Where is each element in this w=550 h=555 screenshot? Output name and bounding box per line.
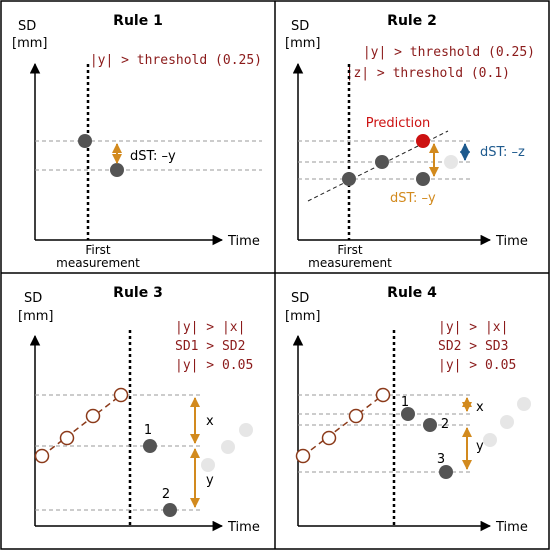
faded-point — [444, 155, 458, 169]
y-annotation: y — [206, 473, 214, 488]
condition-2: |z| > threshold (0.1) — [346, 66, 510, 81]
event-label-line1: First — [85, 243, 111, 257]
condition-2: SD1 > SD2 — [175, 339, 245, 354]
faded-point — [201, 458, 215, 472]
dst-z-annotation: dST: –z — [480, 145, 525, 160]
point-label-1: 1 — [401, 395, 409, 410]
condition-1: |y| > threshold (0.25) — [90, 53, 262, 68]
measurement-point-2 — [163, 503, 177, 517]
prediction-point — [416, 134, 430, 148]
panel-title: Rule 2 — [387, 13, 437, 29]
history-point — [321, 430, 337, 446]
panel-title: Rule 4 — [387, 285, 437, 301]
x-axis-label: Time — [227, 520, 260, 535]
x-axis-label: Time — [495, 520, 528, 535]
event-label-line1: First — [337, 243, 363, 257]
panel-rule-2: Rule 2 SD [mm] Time |y| > threshold (0.2… — [285, 13, 535, 270]
faded-point — [500, 415, 514, 429]
prediction-label: Prediction — [366, 116, 431, 131]
history-point — [85, 408, 101, 424]
x-axis-label: Time — [495, 234, 528, 249]
dst-annotation: dST: –y — [130, 149, 176, 164]
panel-title: Rule 1 — [113, 13, 163, 29]
measurement-point-2 — [423, 418, 437, 432]
x-annotation: x — [476, 400, 484, 415]
history-point — [113, 387, 129, 403]
y-axis-label-line2: [mm] — [18, 309, 53, 324]
event-label-line2: measurement — [56, 256, 140, 270]
panel-title: Rule 3 — [113, 285, 163, 301]
history-point — [375, 387, 391, 403]
point-label-2: 2 — [162, 487, 170, 502]
point-label-3: 3 — [437, 452, 445, 467]
y-axis-label-line2: [mm] — [285, 309, 320, 324]
y-annotation: y — [476, 439, 484, 454]
history-point — [348, 408, 364, 424]
panel-rule-3: Rule 3 SD [mm] Time |y| > |x| SD1 > SD2 … — [18, 285, 260, 535]
history-point — [34, 448, 50, 464]
condition-1: |y| > threshold (0.25) — [363, 45, 535, 60]
history-trend-line — [302, 394, 384, 457]
condition-3: |y| > 0.05 — [175, 358, 253, 373]
measurement-point-3 — [439, 465, 453, 479]
measurement-point — [342, 172, 356, 186]
panel-rule-1: Rule 1 SD [mm] Time |y| > threshold (0.2… — [12, 13, 262, 270]
history-point — [295, 448, 311, 464]
measurement-point-1 — [401, 407, 415, 421]
y-axis-label-line1: SD — [18, 19, 36, 34]
faded-point — [517, 397, 531, 411]
condition-1: |y| > |x| — [438, 320, 508, 335]
history-trend-line — [41, 394, 122, 457]
x-axis-label: Time — [227, 234, 260, 249]
y-axis-label-line2: [mm] — [12, 36, 47, 51]
panel-rule-4: Rule 4 SD [mm] Time |y| > |x| SD2 > SD3 … — [285, 285, 531, 535]
y-axis-label-line1: SD — [291, 19, 309, 34]
measurement-point — [375, 155, 389, 169]
measurement-point — [110, 163, 124, 177]
point-label-1: 1 — [144, 423, 152, 438]
condition-2: SD2 > SD3 — [438, 339, 508, 354]
measurement-point — [416, 172, 430, 186]
y-axis-label-line1: SD — [291, 291, 309, 306]
measurement-point — [78, 134, 92, 148]
event-label-line2: measurement — [308, 256, 392, 270]
history-point — [59, 430, 75, 446]
condition-3: |y| > 0.05 — [438, 358, 516, 373]
faded-point — [483, 433, 497, 447]
faded-point — [221, 440, 235, 454]
y-axis-label-line1: SD — [24, 291, 42, 306]
x-annotation: x — [206, 414, 214, 429]
y-axis-label-line2: [mm] — [285, 36, 320, 51]
measurement-point-1 — [143, 439, 157, 453]
point-label-2: 2 — [441, 417, 449, 432]
dst-y-annotation: dST: –y — [390, 191, 436, 206]
faded-point — [239, 423, 253, 437]
condition-1: |y| > |x| — [175, 320, 245, 335]
